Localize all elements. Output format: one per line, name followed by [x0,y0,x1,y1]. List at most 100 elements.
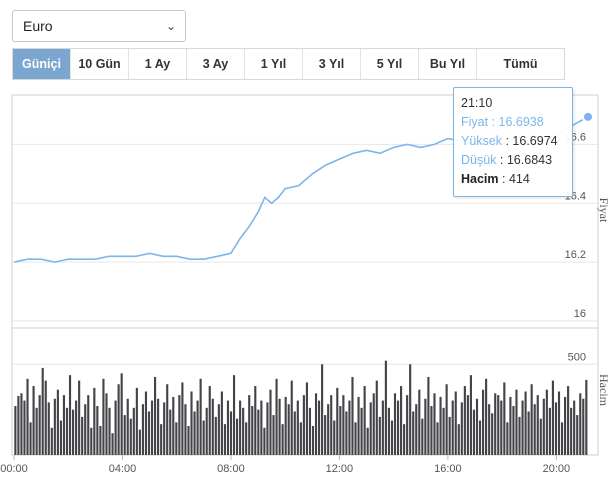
x-tick-label: 00:00 [0,463,28,475]
x-tick-labels: 00:00 04:00 08:00 12:00 16:00 20:00 [0,455,570,475]
tab-5-yil[interactable]: 5 Yıl [361,49,419,79]
volume-bar [53,398,56,455]
volume-bar [448,416,451,455]
tab-tumu[interactable]: Tümü [503,57,538,71]
volume-bar [105,393,108,455]
volume-bar [503,382,506,455]
volume-bar [226,400,230,455]
volume-bar [135,387,138,455]
volume-bar [579,393,582,455]
volume-bar [205,407,208,455]
volume-bar [308,407,312,455]
hover-point[interactable] [581,110,594,123]
volume-bar [412,411,415,455]
hover-tooltip: 21:10 Fiyat : 16.6938 Yüksek : 16.6974 D… [453,87,573,197]
volume-bar [217,404,220,455]
volume-bar [415,404,418,455]
volume-bar [114,400,117,455]
volume-bar [366,427,369,455]
volume-bar [102,378,105,455]
x-tick-label: 08:00 [217,463,245,475]
x-tick-label: 20:00 [543,463,571,475]
tab-3-yil[interactable]: 3 Yıl [303,49,361,79]
volume-bar [293,411,296,455]
volume-bar [99,425,102,455]
volume-bar [147,411,151,455]
volume-bar [342,395,345,455]
volume-bar [90,427,93,455]
volume-bar [560,422,564,455]
volume-bar [266,402,269,455]
volume-bar [585,379,588,455]
volume-bar [527,411,530,455]
volume-bar [56,389,59,455]
volume-bar [290,380,293,455]
volume-bar [65,407,69,455]
volume-bar [242,407,245,455]
volume-bar [445,384,448,455]
volume-bar [84,404,87,455]
volume-bar [175,422,178,455]
tooltip-high-value: 16.6974 [512,134,558,148]
volume-bar [509,396,512,455]
volume-bar [311,425,315,455]
tab-gunici[interactable]: Güniçi [13,49,71,79]
volume-bar [108,407,111,455]
volume-bar [321,364,324,455]
volume-bar [357,396,360,455]
volume-bar [406,395,409,455]
x-tick-label: 04:00 [109,463,137,475]
volume-bar [248,395,251,455]
volume-bar [38,395,41,455]
volume-bar [427,376,430,455]
volume-bar [576,415,579,455]
tooltip-low-label: Düşük [461,153,497,167]
volume-bar [390,420,394,455]
volume-bar [567,386,570,455]
volume-bar [345,411,348,455]
tooltip-high-label: Yüksek [461,134,502,148]
volume-bar [281,424,284,455]
tab-3-ay[interactable]: 3 Ay [187,49,245,79]
volume-bar [421,418,424,455]
period-tabs: Güniçi 10 Gün 1 Ay 3 Ay 1 Yıl 3 Yıl 5 Yı… [12,48,565,80]
tab-1-yil[interactable]: 1 Yıl [245,49,303,79]
volume-bar [208,386,211,455]
volume-bar [214,416,217,455]
volume-bar [236,418,239,455]
tab-bu-yil[interactable]: Bu Yıl [419,49,477,79]
volume-bar [232,375,236,455]
volume-bar [545,389,548,455]
volume-bar [284,396,287,455]
volume-bar [81,416,84,455]
volume-bar [454,391,457,455]
volume-bar [491,413,494,455]
volume-bar [78,380,81,455]
volume-bar [272,415,275,455]
volume-bar [257,409,260,455]
volume-bar [372,393,375,455]
volume-bar [68,375,72,455]
volume-bar [50,427,53,455]
volume-bar [409,364,412,455]
volume-bar [44,380,47,455]
volume-bar [488,404,491,455]
volume-bar [160,424,163,455]
volume-bar [466,395,469,455]
tab-10-gun[interactable]: 10 Gün [71,49,129,79]
volume-bar [14,406,17,455]
volume-bar [138,429,141,455]
volume-bar [287,404,290,455]
tooltip-price-label: Fiyat [461,115,489,129]
volume-bar [154,376,157,455]
volume-bar [442,407,445,455]
volume-bar [384,360,387,455]
volume-bar [457,424,460,455]
volume-bar [29,422,32,455]
currency-select[interactable]: Euro ⌄ [12,10,186,42]
volume-bar [351,376,354,455]
volume-bar [348,400,351,455]
tab-1-ay[interactable]: 1 Ay [129,49,187,79]
volume-bar [178,395,181,455]
